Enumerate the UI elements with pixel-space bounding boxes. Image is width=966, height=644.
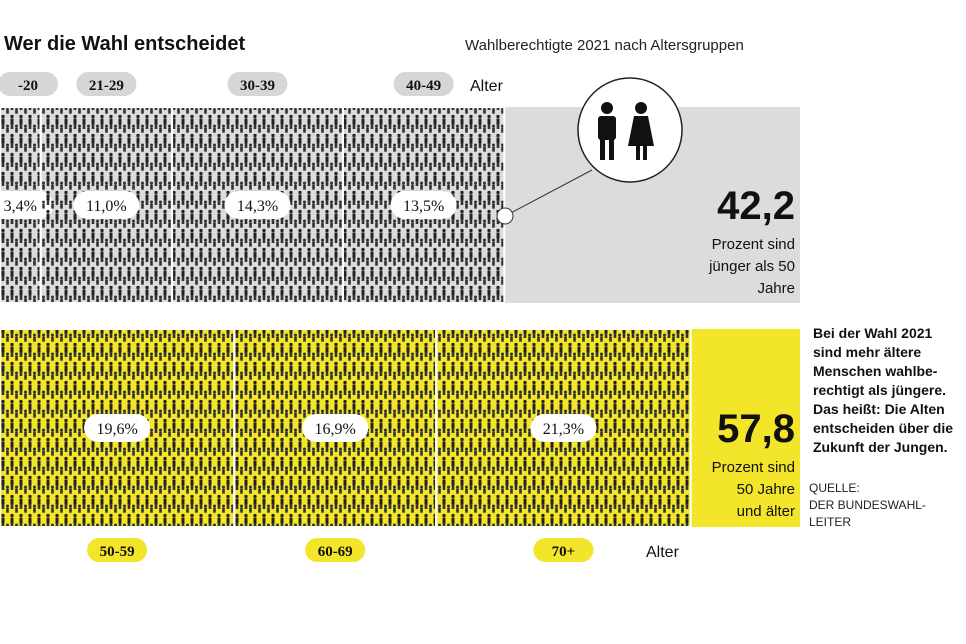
note-line: rechtigt als jüngere. [813, 382, 946, 398]
axis-label: Alter [646, 544, 680, 561]
value-label: 16,9% [315, 421, 356, 438]
value-label-bg [302, 414, 369, 442]
category-pill [227, 72, 288, 96]
category-label: 50-59 [100, 544, 135, 560]
total-label: 42,2 [717, 184, 795, 228]
value-label-bg [530, 414, 597, 442]
category-pill [305, 538, 366, 562]
note-line: sind mehr ältere [813, 344, 921, 360]
title: Wer die Wahl entscheidet [4, 33, 246, 55]
value-label-bg [84, 414, 151, 442]
category-pill [87, 538, 148, 562]
total-caption: und älter [737, 503, 795, 520]
value-label-bg [224, 191, 291, 219]
value-label-bg [73, 191, 140, 219]
category-label: 30-39 [240, 78, 275, 94]
note-line: Menschen wahlbe- [813, 363, 938, 379]
category-label: -20 [18, 78, 38, 94]
value-label: 13,5% [403, 198, 444, 215]
category-label: 60-69 [318, 544, 353, 560]
axis-label: Alter [470, 78, 504, 95]
subtitle: Wahlberechtigte 2021 nach Altersgruppen [465, 37, 744, 54]
source-line: DER BUNDESWAHL- [809, 498, 926, 512]
category-label: 21-29 [89, 78, 124, 94]
value-label: 14,3% [237, 198, 278, 215]
value-label: 3,4% [4, 198, 37, 215]
note-line: Zukunft der Jungen. [813, 439, 948, 455]
source-line: QUELLE: [809, 481, 860, 495]
category-pill [533, 538, 594, 562]
note-line: Das heißt: Die Alten [813, 401, 945, 417]
category-label: 40-49 [406, 78, 441, 94]
category-pill [0, 72, 58, 96]
value-label-bg [390, 191, 457, 219]
total-caption: Prozent sind [712, 459, 795, 476]
value-label: 21,3% [543, 421, 584, 438]
total-caption: Jahre [757, 280, 795, 297]
total-caption: jünger als 50 [708, 258, 795, 275]
value-label: 11,0% [86, 198, 127, 215]
note-line: entscheiden über die [813, 420, 953, 436]
total-caption: Prozent sind [712, 236, 795, 253]
total-caption: 50 Jahre [737, 481, 795, 498]
total-label: 57,8 [717, 407, 795, 451]
category-pill [76, 72, 137, 96]
note-line: Bei der Wahl 2021 [813, 325, 933, 341]
value-label: 19,6% [96, 421, 137, 438]
category-pill [393, 72, 454, 96]
category-label: 70+ [552, 544, 576, 560]
source-line: LEITER [809, 515, 851, 529]
icon [496, 77, 683, 225]
